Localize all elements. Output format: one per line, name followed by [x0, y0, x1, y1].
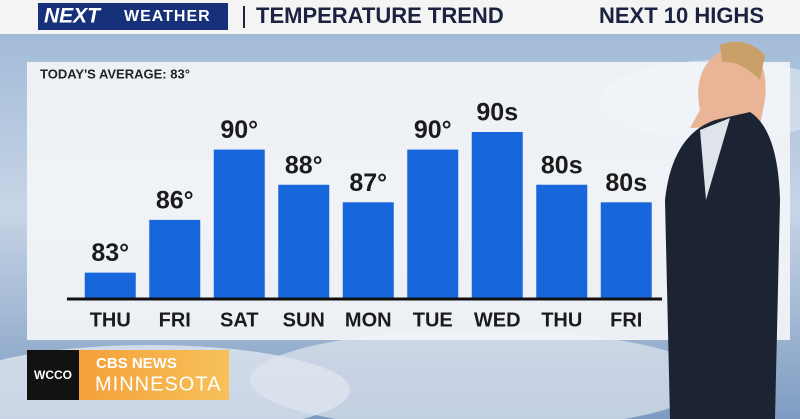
- x-tick-label: FRI: [159, 309, 191, 331]
- bar: [536, 184, 588, 299]
- x-tick-label: THU: [90, 309, 131, 331]
- bar: [471, 132, 523, 299]
- value-label: 87°: [349, 169, 387, 197]
- value-label: 80s: [605, 169, 647, 197]
- bar: [342, 202, 394, 299]
- value-label: 88°: [285, 151, 323, 179]
- logo-weather: WEATHER: [124, 8, 211, 25]
- logo-box: [38, 3, 228, 30]
- network-box: [79, 350, 229, 400]
- bar: [213, 149, 265, 299]
- presenter-shirt: [700, 118, 730, 200]
- x-tick-label: MON: [345, 309, 392, 331]
- header-right: NEXT 10 HIGHS: [599, 3, 764, 28]
- annotation: TODAY'S AVERAGE: 83°: [40, 66, 190, 81]
- x-tick-label: THU: [541, 309, 582, 331]
- network-region: MINNESOTA: [95, 373, 221, 395]
- presenter-hair: [720, 41, 765, 80]
- value-label: 80s: [541, 151, 583, 179]
- value-label: 90°: [220, 116, 258, 144]
- value-label: 90s: [476, 99, 518, 127]
- presenter-suit: [665, 112, 780, 419]
- value-label: 83°: [91, 239, 129, 267]
- bar: [600, 202, 652, 299]
- x-tick-label: SUN: [283, 309, 325, 331]
- station-box: [27, 350, 79, 400]
- station-call: WCCO: [34, 368, 72, 382]
- value-label: 90°: [414, 116, 452, 144]
- cloud: [250, 330, 710, 419]
- plot: THU 83° FRI 86° SAT 90° SUN 88° MON 87° TUE 90° WED 9…: [84, 99, 652, 331]
- presenter: [665, 41, 780, 419]
- header-divider: [243, 6, 245, 28]
- value-label: 86°: [156, 187, 194, 215]
- x-tick-label: FRI: [610, 309, 642, 331]
- bar: [149, 219, 201, 299]
- x-tick-label: WED: [474, 309, 521, 331]
- network-name: CBS NEWS: [96, 355, 177, 372]
- header-title: TEMPERATURE TREND: [256, 3, 504, 28]
- bar: [278, 184, 330, 299]
- bar: [407, 149, 459, 299]
- x-tick-label: SAT: [220, 309, 259, 331]
- bar: [84, 272, 136, 299]
- x-tick-label: TUE: [413, 309, 453, 331]
- logo-next: NEXT: [44, 5, 102, 28]
